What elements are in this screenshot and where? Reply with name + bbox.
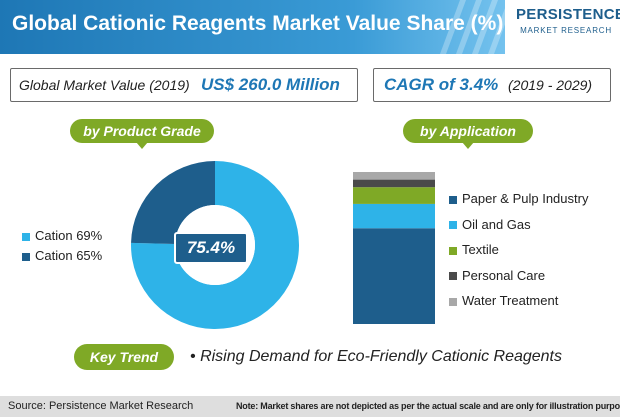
legend-label: Oil and Gas [462, 216, 531, 232]
donut-slice-1 [131, 161, 299, 329]
legend-swatch [449, 195, 457, 204]
legend-item-water-treatment: Water Treatment [449, 288, 588, 314]
legend-item-oil-gas: Oil and Gas [449, 212, 588, 238]
legend-swatch [449, 297, 457, 306]
cagr-box: CAGR of 3.4% (2019 - 2029) [373, 68, 611, 102]
cagr-period: (2019 - 2029) [508, 77, 593, 93]
legend-item-paper-pulp: Paper & Pulp Industry [449, 186, 588, 212]
key-trend-bullet: • [190, 348, 196, 365]
key-trend-text: • Rising Demand for Eco-Friendly Cationi… [190, 348, 562, 366]
legend-swatch [449, 246, 457, 255]
key-trend-label: Key Trend [74, 344, 174, 370]
application-pointer [462, 142, 474, 149]
title-stripes-decoration [440, 0, 510, 54]
legend-item-textile: Textile [449, 237, 588, 263]
disclaimer-note: Note: Market shares are not depicted as … [236, 401, 620, 411]
bar-segment-3 [353, 187, 435, 204]
bar-segment-2 [353, 203, 435, 229]
product-grade-pointer [136, 142, 148, 149]
market-value-box: Global Market Value (2019) US$ 260.0 Mil… [10, 68, 358, 102]
legend-label: Cation 65% [35, 248, 103, 263]
cagr-value: CAGR of 3.4% [384, 75, 499, 94]
product-grade-heading: by Product Grade [70, 119, 214, 143]
legend-swatch [449, 272, 457, 281]
donut-slice-2 [131, 161, 215, 244]
application-legend: Paper & Pulp Industry Oil and Gas Textil… [449, 186, 588, 314]
title-banner [0, 0, 505, 54]
legend-swatch [22, 232, 30, 241]
legend-label: Personal Care [462, 267, 546, 283]
market-value-label: Global Market Value (2019) [19, 77, 190, 93]
page-title: Global Cationic Reagents Market Value Sh… [12, 12, 504, 35]
legend-swatch [22, 252, 30, 261]
bar-segment-4 [353, 179, 435, 188]
legend-swatch [449, 221, 457, 230]
bar-segment-5 [353, 172, 435, 180]
product-grade-legend: Cation 69% Cation 65% [22, 226, 102, 266]
legend-label: Water Treatment [462, 293, 559, 308]
source-note: Source: Persistence Market Research [8, 400, 194, 412]
legend-label: Textile [462, 242, 499, 257]
bar-segment-1 [353, 228, 435, 324]
logo-subtitle: MARKET RESEARCH [520, 26, 612, 35]
legend-label: Cation 69% [35, 228, 103, 243]
market-value-amount: US$ 260.0 Million [201, 75, 340, 94]
application-heading: by Application [403, 119, 533, 143]
legend-item-personal-care: Personal Care [449, 263, 588, 289]
logo-name: PERSISTENCE [516, 6, 620, 23]
legend-item-cation-65: Cation 65% [22, 246, 102, 266]
legend-label: Paper & Pulp Industry [462, 191, 589, 206]
footer-bar [0, 396, 620, 417]
key-trend-statement: Rising Demand for Eco-Friendly Cationic … [200, 348, 562, 365]
legend-item-cation-69: Cation 69% [22, 226, 102, 246]
application-stacked-bar-chart [353, 172, 435, 324]
donut-center-label: 75.4% [174, 232, 248, 264]
